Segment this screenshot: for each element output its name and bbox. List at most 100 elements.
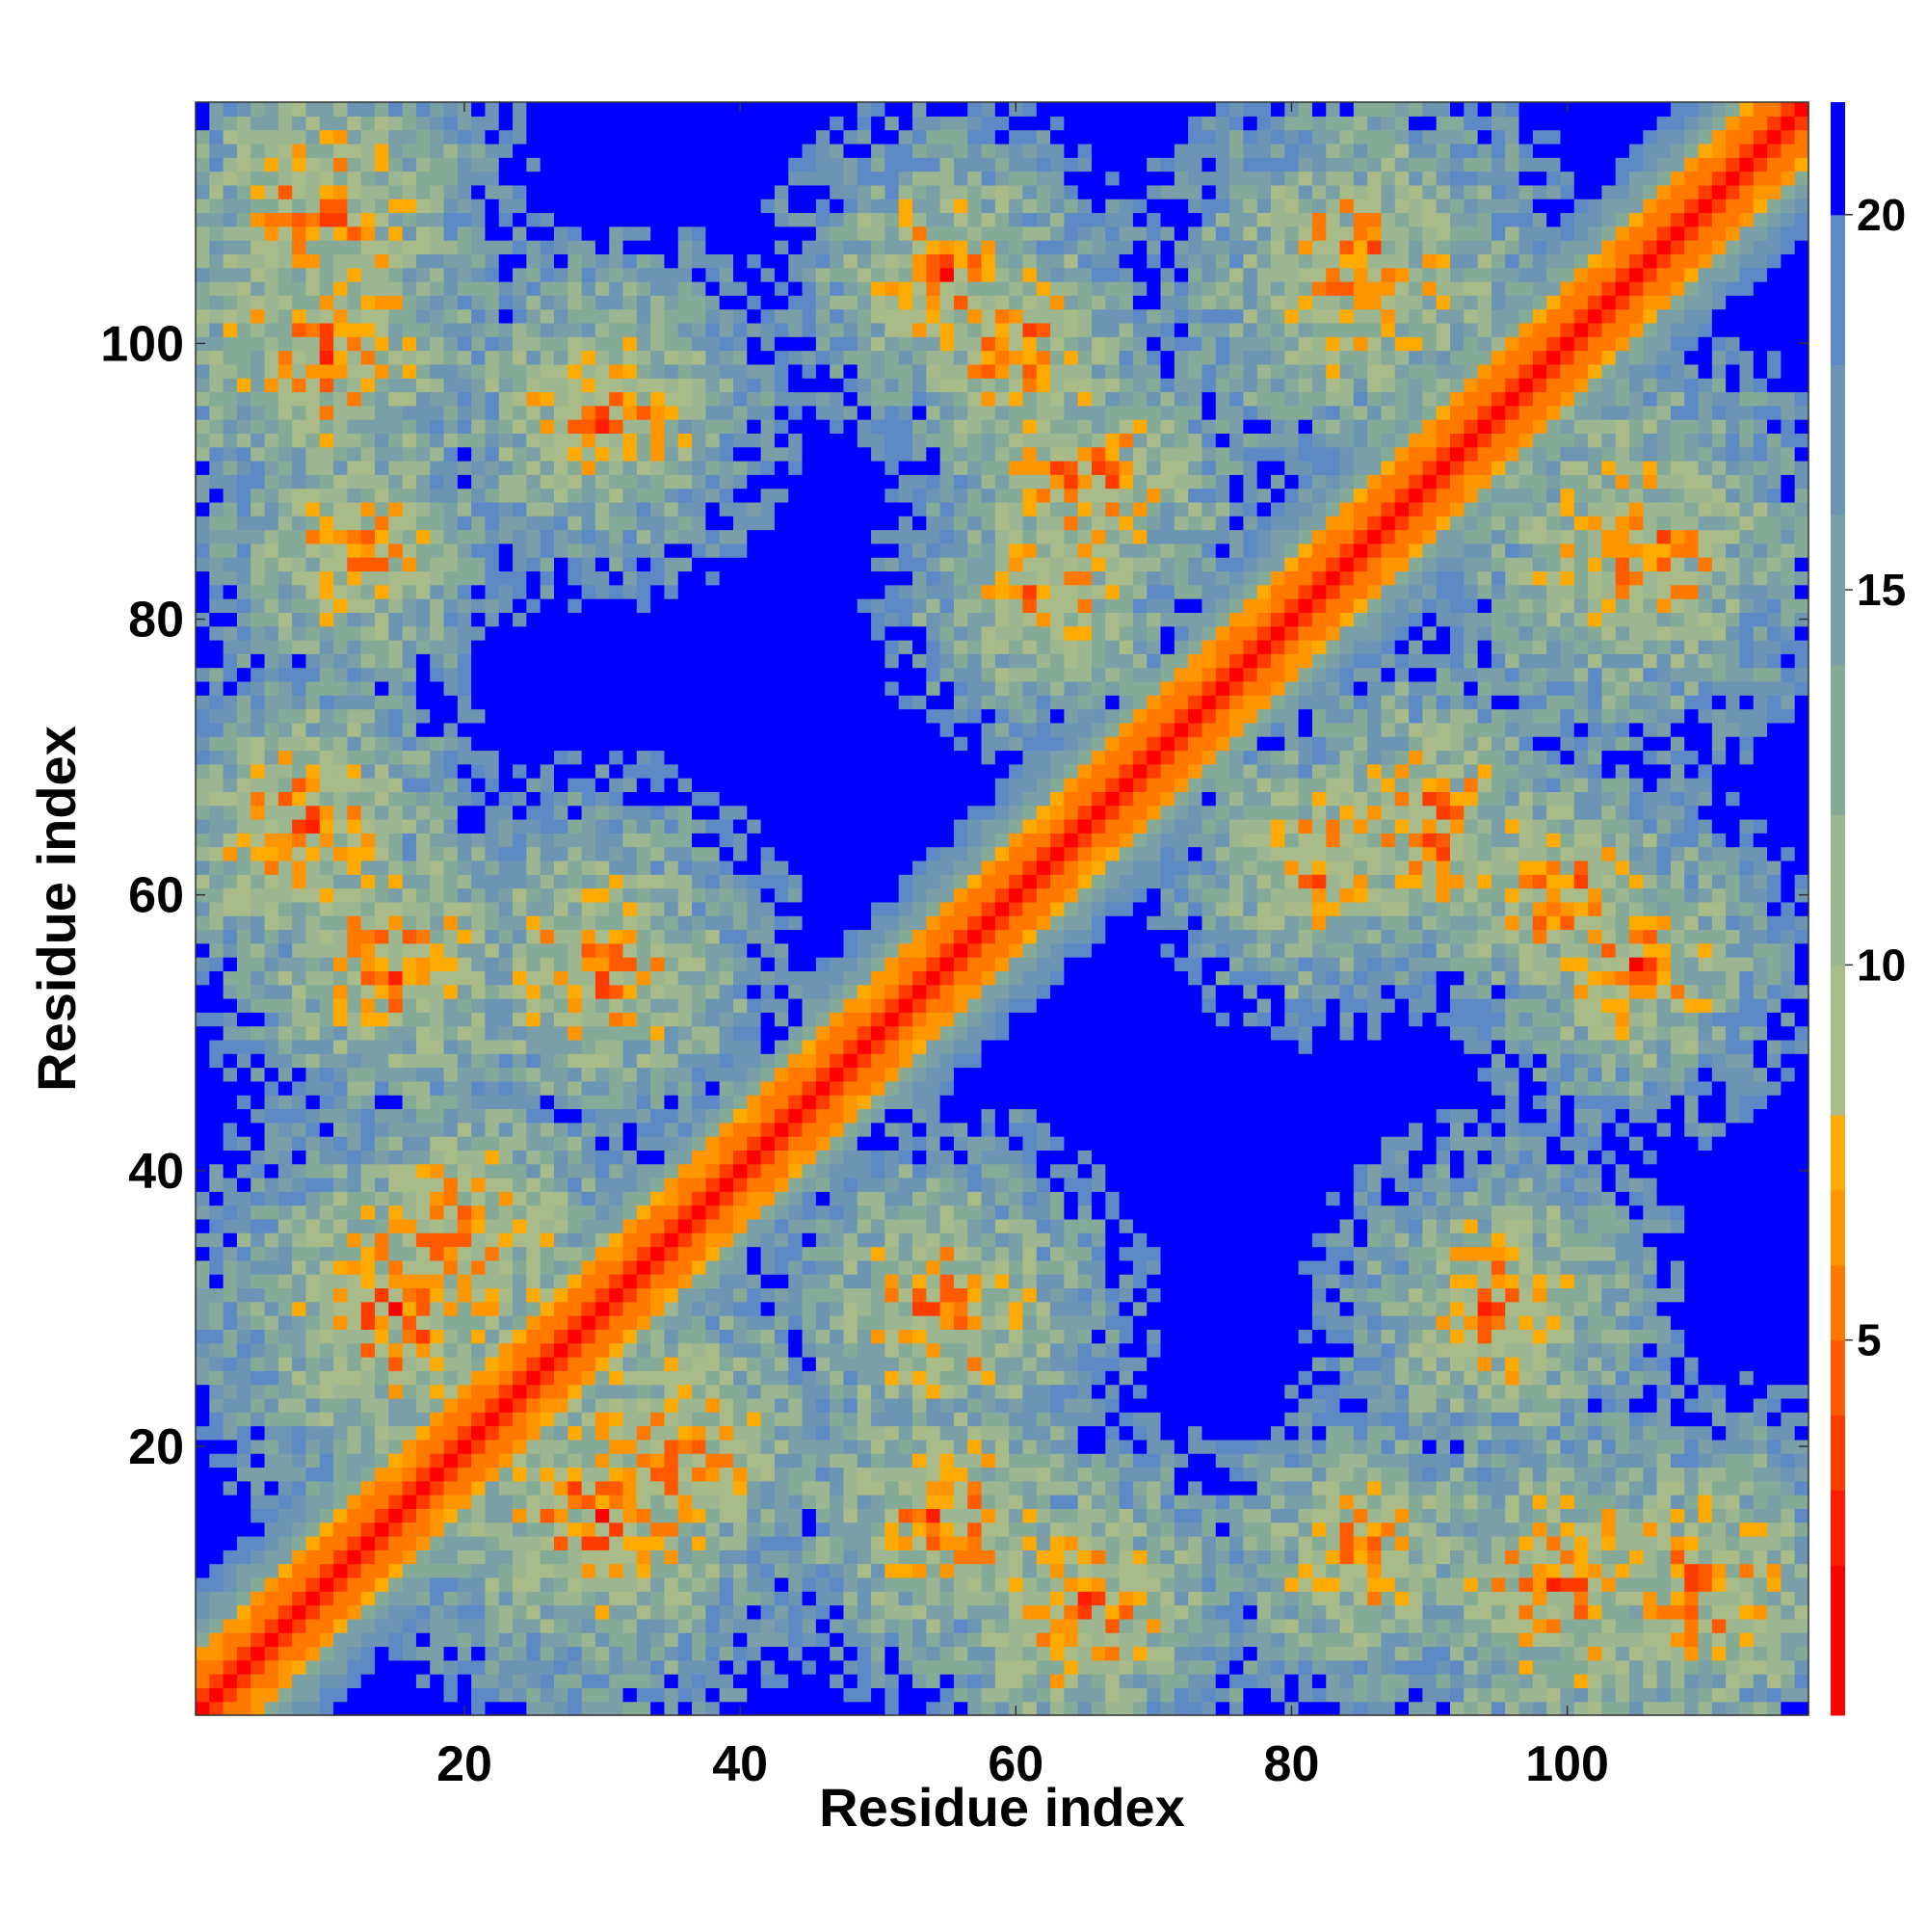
heatmap-cell xyxy=(664,1012,679,1027)
heatmap-cell xyxy=(443,1067,459,1082)
heatmap-cell xyxy=(513,516,527,531)
heatmap-cell xyxy=(236,1453,251,1469)
heatmap-cell xyxy=(554,846,568,861)
heatmap-cell xyxy=(457,791,472,807)
heatmap-cell xyxy=(319,778,334,792)
heatmap-cell xyxy=(375,1508,389,1523)
heatmap-cell xyxy=(196,1453,210,1469)
heatmap-cell xyxy=(251,350,266,365)
heatmap-cell xyxy=(388,1425,404,1441)
heatmap-cell xyxy=(513,419,527,434)
heatmap-cell xyxy=(677,474,693,490)
heatmap-cell xyxy=(415,1191,431,1206)
heatmap-cell xyxy=(498,446,514,462)
heatmap-cell xyxy=(664,598,679,613)
heatmap-cell xyxy=(733,1274,748,1289)
heatmap-cell xyxy=(209,1536,224,1550)
heatmap-cell xyxy=(388,446,404,462)
heatmap-cell xyxy=(540,833,555,848)
heatmap-cell xyxy=(513,901,527,916)
heatmap-cell xyxy=(347,763,362,779)
heatmap-cell xyxy=(430,680,445,696)
heatmap-cell xyxy=(277,915,293,931)
heatmap-cell xyxy=(415,874,431,889)
heatmap-cell xyxy=(609,1467,624,1482)
heatmap-cell xyxy=(719,363,734,379)
heatmap-cell xyxy=(264,433,279,448)
heatmap-cell xyxy=(650,846,666,861)
heatmap-cell xyxy=(415,350,431,365)
heatmap-cell xyxy=(347,1495,362,1509)
heatmap-cell xyxy=(485,584,500,599)
heatmap-cell xyxy=(402,1150,417,1165)
heatmap-cell xyxy=(485,1178,500,1192)
heatmap-cell xyxy=(747,253,762,269)
heatmap-cell xyxy=(705,1495,721,1509)
heatmap-cell xyxy=(236,887,251,903)
heatmap-cell xyxy=(609,1053,624,1069)
heatmap-cell xyxy=(540,1039,555,1054)
heatmap-cell xyxy=(526,116,541,131)
heatmap-cell xyxy=(333,501,348,516)
heatmap-cell xyxy=(264,695,279,710)
heatmap-cell xyxy=(609,970,624,986)
heatmap-cell xyxy=(747,736,762,752)
heatmap-cell xyxy=(251,446,266,462)
heatmap-cell xyxy=(622,584,638,599)
heatmap-cell xyxy=(360,1522,376,1537)
heatmap-cell xyxy=(319,225,334,241)
heatmap-cell xyxy=(581,929,596,944)
heatmap-cell xyxy=(692,1357,706,1371)
heatmap-cell xyxy=(692,667,706,682)
heatmap-cell xyxy=(540,1495,555,1509)
heatmap-cell xyxy=(264,1218,279,1233)
heatmap-cell xyxy=(622,957,638,971)
heatmap-cell xyxy=(609,584,624,599)
heatmap-cell xyxy=(251,1150,266,1165)
heatmap-cell xyxy=(196,1604,210,1620)
heatmap-cell xyxy=(719,736,734,752)
heatmap-cell xyxy=(719,1659,734,1675)
heatmap-cell xyxy=(457,722,472,737)
heatmap-cell xyxy=(209,957,224,971)
heatmap-cell xyxy=(277,695,293,710)
heatmap-cell xyxy=(375,557,389,572)
heatmap-cell xyxy=(609,1687,624,1703)
heatmap-cell xyxy=(251,1232,266,1248)
heatmap-cell xyxy=(733,184,748,199)
heatmap-cell xyxy=(305,1136,321,1151)
heatmap-cell xyxy=(692,1576,706,1592)
heatmap-cell xyxy=(264,405,279,420)
heatmap-cell xyxy=(526,253,541,269)
heatmap-cell xyxy=(251,281,266,296)
heatmap-cell xyxy=(664,1495,679,1509)
heatmap-cell xyxy=(375,488,389,503)
heatmap-cell xyxy=(430,915,445,931)
heatmap-cell xyxy=(774,1329,789,1344)
heatmap-cell xyxy=(360,1659,376,1675)
heatmap-cell xyxy=(264,1632,279,1648)
heatmap-cell xyxy=(677,1301,693,1316)
heatmap-cell xyxy=(457,116,472,131)
heatmap-cell xyxy=(251,1563,266,1578)
heatmap-cell xyxy=(443,957,459,971)
heatmap-cell xyxy=(264,970,279,986)
heatmap-cell xyxy=(292,1508,307,1523)
heatmap-cell xyxy=(471,198,487,214)
heatmap-cell xyxy=(677,363,693,379)
heatmap-cell xyxy=(319,143,334,158)
heatmap-cell xyxy=(319,1259,334,1275)
heatmap-cell xyxy=(692,474,706,490)
heatmap-cell xyxy=(650,336,666,352)
heatmap-cell xyxy=(209,225,224,241)
heatmap-cell xyxy=(594,363,610,379)
heatmap-cell xyxy=(622,405,638,420)
heatmap-cell xyxy=(264,874,279,889)
heatmap-cell xyxy=(526,915,541,931)
heatmap-cell xyxy=(664,1646,679,1661)
heatmap-cell xyxy=(526,584,541,599)
heatmap-cell xyxy=(705,860,721,875)
heatmap-cell xyxy=(443,295,459,310)
heatmap-cell xyxy=(664,833,679,848)
heatmap-cell xyxy=(443,405,459,420)
